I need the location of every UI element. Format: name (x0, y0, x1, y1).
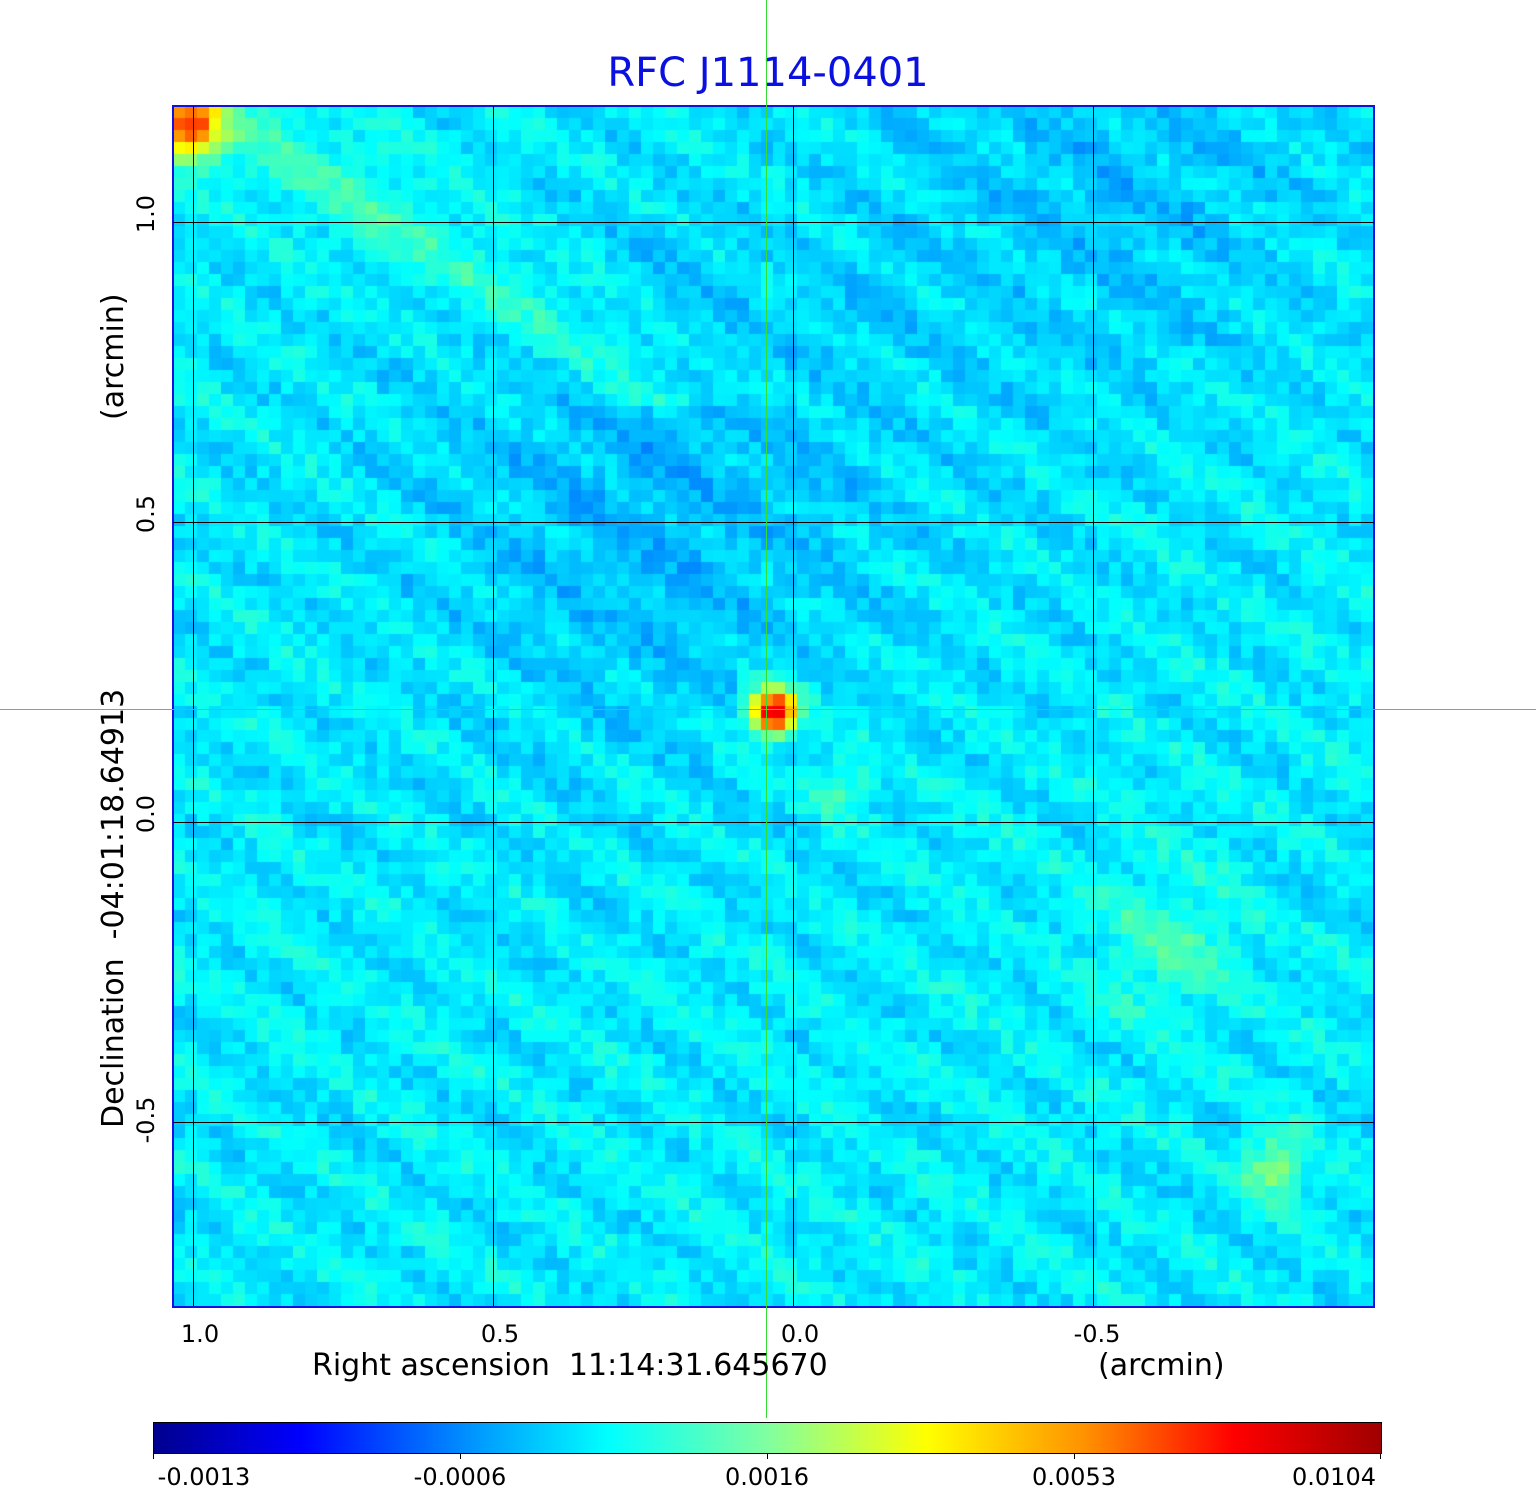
colorbar-tick (767, 1453, 768, 1459)
colorbar-tick-label: -0.0006 (413, 1463, 507, 1491)
y-axis-label: Declination -04:01:18.64913 (96, 688, 131, 1128)
colorbar-tick-label: 0.0104 (1292, 1463, 1376, 1491)
x-axis-unit: (arcmin) (1098, 1348, 1225, 1383)
y-tick-label: 0.0 (132, 794, 160, 834)
colorbar-tick-label: 0.0016 (725, 1463, 809, 1491)
x-axis-label: Right ascension 11:14:31.645670 (312, 1348, 828, 1383)
plot-frame (172, 105, 1375, 1308)
colorbar-tick (460, 1453, 461, 1459)
y-tick-label: 0.5 (132, 494, 160, 534)
grid-line-x (793, 106, 794, 1306)
y-axis-unit: (arcmin) (96, 293, 131, 420)
colorbar-tick-label: -0.0013 (157, 1463, 251, 1491)
colorbar-tick (1074, 1453, 1075, 1459)
x-tick-label: 0.0 (780, 1320, 820, 1348)
y-tick-label: 1.0 (132, 194, 160, 234)
grid-line-x (193, 106, 194, 1306)
colorbar-tick-label: 0.0053 (1032, 1463, 1116, 1491)
grid-line-y (173, 1122, 1374, 1123)
grid-line-y (173, 822, 1374, 823)
colorbar-tick (153, 1453, 154, 1459)
y-tick-label: -0.5 (132, 1096, 160, 1144)
heatmap-image[interactable] (173, 106, 1374, 1306)
grid-line-y (173, 522, 1374, 523)
grid-line-y (173, 222, 1374, 223)
grid-line-x (1093, 106, 1094, 1306)
grid-line-x (493, 106, 494, 1306)
x-tick-label: 0.5 (480, 1320, 520, 1348)
colorbar (153, 1422, 1382, 1454)
chart-title: RFC J1114-0401 (607, 50, 929, 96)
x-tick-label: 1.0 (180, 1320, 220, 1348)
crosshair-horizontal (0, 709, 1536, 710)
colorbar-tick (1380, 1453, 1381, 1459)
x-tick-label: -0.5 (1073, 1320, 1121, 1348)
